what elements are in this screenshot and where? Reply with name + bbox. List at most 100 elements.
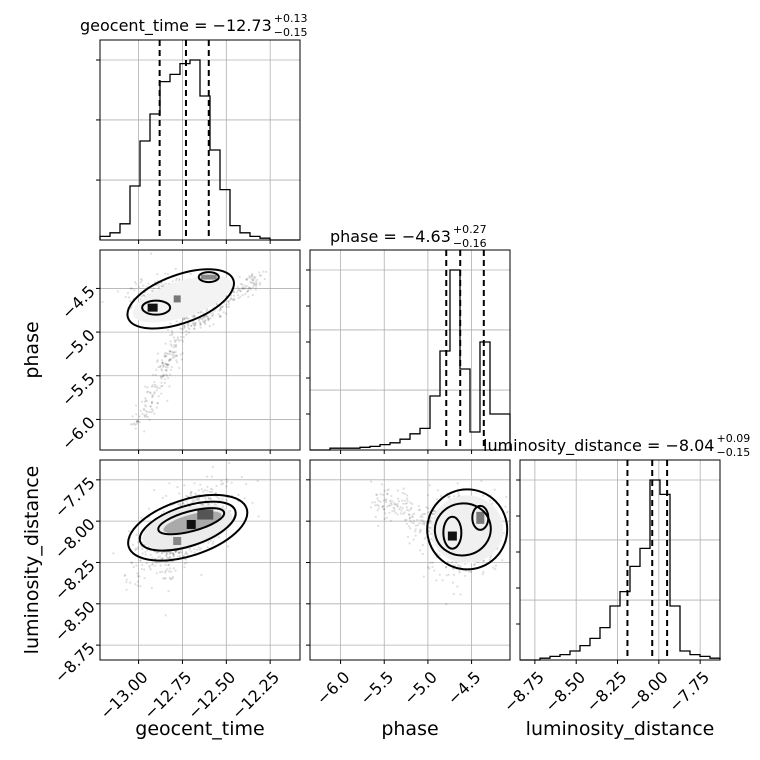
sample-point <box>164 342 167 345</box>
peak-block <box>186 519 196 529</box>
sample-point <box>383 517 386 521</box>
sample-point <box>136 572 139 575</box>
sample-point <box>390 499 393 502</box>
sample-point <box>209 490 212 494</box>
sample-point <box>163 354 166 357</box>
sample-point <box>204 489 207 492</box>
sample-point <box>225 478 228 481</box>
sample-point <box>207 497 210 500</box>
sample-point <box>207 318 210 321</box>
sample-point <box>180 358 183 361</box>
sample-point <box>225 303 228 306</box>
title-luminosity_distance: luminosity_distance = −8.04 <box>483 436 714 456</box>
sample-point <box>215 504 218 507</box>
sample-point <box>151 289 155 292</box>
sample-point <box>131 415 134 418</box>
sample-point <box>140 516 143 519</box>
sample-point <box>137 420 140 423</box>
sample-point <box>170 551 173 554</box>
sample-point <box>409 527 412 530</box>
samples-geocent_time-phase <box>101 252 268 433</box>
sample-point <box>157 365 160 369</box>
sample-point <box>240 476 243 479</box>
sample-point <box>185 333 188 336</box>
sample-point <box>139 409 142 412</box>
sample-point <box>393 507 396 510</box>
sample-point <box>151 373 155 376</box>
sample-point <box>420 514 423 517</box>
sample-point <box>182 328 185 331</box>
sample-point <box>241 283 244 286</box>
sample-point <box>123 574 126 578</box>
sample-point <box>412 522 415 525</box>
sample-point <box>248 276 251 279</box>
sample-point <box>131 562 134 565</box>
sample-point <box>169 570 173 573</box>
sample-point <box>182 317 185 321</box>
sample-point <box>395 504 399 507</box>
sample-point <box>458 569 461 572</box>
peak-block <box>173 536 182 545</box>
sample-point <box>207 319 210 322</box>
sample-point <box>160 557 163 560</box>
sample-point <box>164 352 167 355</box>
sample-point <box>246 290 249 293</box>
sample-point <box>125 581 128 584</box>
sample-point <box>416 524 419 527</box>
x-tick-label-geocent_time: −13.00 <box>96 668 151 723</box>
sample-point <box>161 361 164 364</box>
sample-point <box>163 577 166 580</box>
sample-point <box>178 551 181 555</box>
sample-point <box>392 506 395 509</box>
sample-point <box>173 343 176 347</box>
sample-point <box>172 354 175 357</box>
sample-point <box>226 480 229 483</box>
sample-point <box>210 475 213 478</box>
sample-point <box>150 402 154 405</box>
sample-point <box>174 550 177 554</box>
sample-point <box>154 561 157 564</box>
sample-point <box>146 415 149 419</box>
sample-point <box>397 500 401 503</box>
sample-point <box>227 300 230 303</box>
sample-point <box>177 503 180 506</box>
sample-point <box>159 375 162 378</box>
sample-point <box>151 395 154 398</box>
sample-point <box>162 363 165 366</box>
sample-point <box>188 328 191 331</box>
sample-point <box>187 324 190 327</box>
sample-point <box>377 524 380 528</box>
sample-point <box>179 550 182 553</box>
sample-point <box>165 553 169 556</box>
sample-point <box>249 280 252 283</box>
sample-point <box>488 499 491 502</box>
sample-point <box>157 395 160 398</box>
sample-point <box>383 489 386 492</box>
sample-point <box>171 333 174 336</box>
sample-point <box>217 536 221 539</box>
sample-point <box>187 317 190 320</box>
sample-point <box>182 336 185 339</box>
sample-point <box>241 286 244 289</box>
sample-point <box>171 350 174 354</box>
sample-point <box>422 575 425 578</box>
sample-point <box>219 315 222 318</box>
sample-point <box>150 401 153 404</box>
sample-point <box>164 369 167 372</box>
sample-point <box>401 499 404 502</box>
sample-point <box>488 558 491 562</box>
sample-point <box>145 391 149 394</box>
sample-point <box>193 314 196 317</box>
sample-point <box>134 547 137 550</box>
sample-point <box>219 314 222 318</box>
sample-point <box>233 294 236 297</box>
sample-point <box>245 483 248 486</box>
sample-point <box>160 284 163 288</box>
sample-point <box>151 409 154 412</box>
x-tick-label-luminosity_distance: −8.75 <box>500 668 548 716</box>
sample-point <box>182 318 185 321</box>
x-axis-label-geocent_time: geocent_time <box>135 718 264 740</box>
sample-point <box>140 278 143 281</box>
sample-point <box>134 548 137 552</box>
x-tick-label-phase: −6.0 <box>313 668 354 709</box>
